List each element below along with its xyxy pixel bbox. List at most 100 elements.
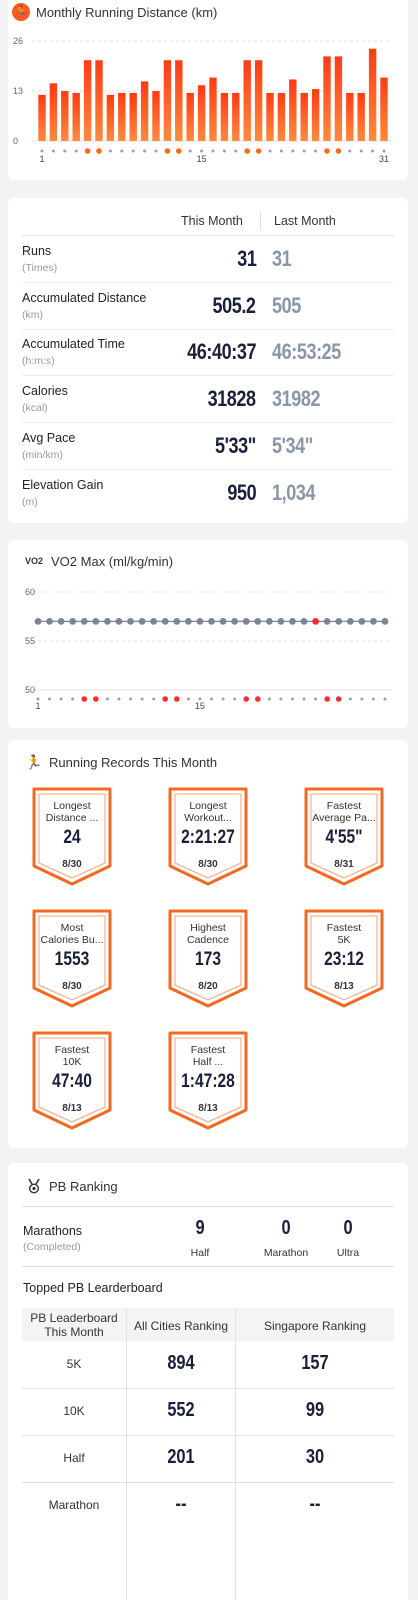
dist-bar[interactable] xyxy=(163,60,172,141)
dist-bar[interactable] xyxy=(300,92,308,141)
dist-bar[interactable] xyxy=(266,92,274,141)
dist-bar[interactable] xyxy=(152,91,160,141)
stat-last-month-value: 1,034 xyxy=(272,479,316,505)
vo2-point[interactable] xyxy=(92,618,100,625)
dist-bar[interactable] xyxy=(175,60,183,141)
record-badge[interactable]: Longest Distance ... 24 8/30 xyxy=(30,786,114,886)
dist-bar[interactable] xyxy=(61,91,69,141)
dist-bar[interactable] xyxy=(289,79,297,141)
dist-day-dot xyxy=(96,148,102,154)
dist-bar[interactable] xyxy=(334,56,343,142)
dist-day-dot xyxy=(222,149,226,153)
dist-bar[interactable] xyxy=(254,60,263,141)
vo2-point[interactable] xyxy=(254,618,262,625)
vo2-day-dot xyxy=(71,697,75,701)
vo2-point[interactable] xyxy=(173,618,181,625)
record-badge[interactable]: Highest Cadence 173 8/20 xyxy=(166,908,250,1008)
badge-date: 8/13 xyxy=(334,981,354,992)
vo2-point[interactable] xyxy=(358,618,366,625)
badge-title: Fastest 10K xyxy=(30,1044,114,1068)
record-badge[interactable]: Most Calories Bu... 1553 8/30 xyxy=(30,908,114,1008)
vo2-point[interactable] xyxy=(69,618,77,625)
dist-bar[interactable] xyxy=(38,94,46,141)
vo2-point[interactable] xyxy=(265,618,273,625)
vo2-point[interactable] xyxy=(138,618,146,625)
dist-bar[interactable] xyxy=(140,81,149,141)
vo2-point[interactable] xyxy=(277,618,285,625)
dist-day-dot xyxy=(335,148,342,154)
dist-day-dot xyxy=(268,149,272,153)
dist-bar[interactable] xyxy=(232,92,240,141)
dist-bar[interactable] xyxy=(106,94,115,141)
pb-title: PB Ranking xyxy=(49,1178,118,1194)
badge-date: 8/30 xyxy=(62,859,82,870)
dist-bar[interactable] xyxy=(129,92,137,141)
dist-bar[interactable] xyxy=(118,92,126,141)
vo2-point[interactable] xyxy=(219,618,227,625)
dist-bar[interactable] xyxy=(72,92,80,141)
dist-bar[interactable] xyxy=(83,60,92,141)
vo2-point[interactable] xyxy=(289,618,296,625)
badge-title: Fastest Half ... xyxy=(166,1044,250,1068)
dist-y-tick: 0 xyxy=(13,136,18,146)
badge-shield-icon xyxy=(32,1031,112,1130)
vo2-point[interactable] xyxy=(346,618,354,625)
vo2-point[interactable] xyxy=(312,618,319,625)
dist-bar[interactable] xyxy=(346,92,354,141)
vo2-point[interactable] xyxy=(208,618,215,625)
record-badge[interactable]: Fastest Average Pa... 4'55" 8/31 xyxy=(302,786,386,886)
dist-bar[interactable] xyxy=(243,60,251,141)
dist-bar[interactable] xyxy=(368,48,377,141)
stat-label: Calories xyxy=(22,384,68,399)
dist-bar[interactable] xyxy=(311,89,320,141)
vo2-point[interactable] xyxy=(323,618,331,625)
dist-bar[interactable] xyxy=(380,77,388,141)
vo2-point[interactable] xyxy=(104,618,111,625)
record-badge[interactable]: Fastest 10K 47:40 8/13 xyxy=(30,1030,114,1130)
dist-bar[interactable] xyxy=(357,92,365,141)
stat-last-month-value: 46:53:25 xyxy=(272,339,341,365)
dist-day-dot xyxy=(255,148,262,154)
dist-day-dot xyxy=(108,149,112,153)
vo2-point[interactable] xyxy=(57,618,65,625)
vo2-title: VO2 Max (ml/kg/min) xyxy=(51,553,174,569)
vo2-point[interactable] xyxy=(161,618,169,625)
vo2-x-tick: 1 xyxy=(35,701,40,711)
badge-title-line1: Highest xyxy=(190,922,226,934)
vo2-day-dot xyxy=(324,696,330,702)
record-badge[interactable]: Longest Workout... 2:21:27 8/30 xyxy=(166,786,250,886)
dist-bar[interactable] xyxy=(220,92,229,141)
dist-bar[interactable] xyxy=(197,85,206,141)
record-badge[interactable]: Fastest Half ... 1:47:28 8/13 xyxy=(166,1030,250,1130)
dist-bar[interactable] xyxy=(186,92,194,141)
vo2-point[interactable] xyxy=(34,618,42,625)
vo2-scatter-chart[interactable]: 60 55 501 15 xyxy=(8,540,408,728)
vo2-day-dot xyxy=(152,697,156,701)
vo2-point[interactable] xyxy=(335,618,343,625)
dist-bar[interactable] xyxy=(323,56,331,142)
vo2-point[interactable] xyxy=(80,618,88,625)
vo2-point[interactable] xyxy=(196,618,204,625)
vo2-point[interactable] xyxy=(300,618,308,625)
dist-bar[interactable] xyxy=(95,60,103,141)
vo2-point[interactable] xyxy=(242,618,250,625)
distance-bar-chart[interactable]: 26 13 0 1 15 31 xyxy=(8,0,408,175)
dist-bar[interactable] xyxy=(277,92,286,141)
vo2-point[interactable] xyxy=(370,618,377,625)
vo2max-card: VO2 VO2 Max (ml/kg/min) 60 55 50 1 15 xyxy=(8,540,408,728)
vo2-point[interactable] xyxy=(381,618,389,625)
record-badge[interactable]: Fastest 5K 23:12 8/13 xyxy=(302,908,386,1008)
vo2-point[interactable] xyxy=(127,618,134,625)
vo2-point[interactable] xyxy=(184,618,192,625)
badge-title: Longest Distance ... xyxy=(30,800,114,824)
dist-bar[interactable] xyxy=(49,83,58,141)
vo2-day-dot xyxy=(383,697,387,701)
dist-day-dot xyxy=(359,149,363,153)
vo2-point[interactable] xyxy=(115,618,123,625)
vo2-point[interactable] xyxy=(46,618,53,625)
dist-day-dot xyxy=(234,149,238,153)
vo2-point[interactable] xyxy=(150,618,158,625)
vo2-point[interactable] xyxy=(231,618,239,625)
dist-bar[interactable] xyxy=(209,77,217,141)
vo2-day-dot xyxy=(360,697,364,701)
